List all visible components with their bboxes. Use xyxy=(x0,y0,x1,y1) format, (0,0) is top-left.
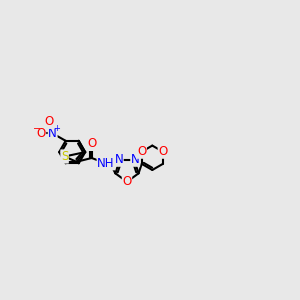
Text: O: O xyxy=(137,145,146,158)
Text: O: O xyxy=(36,127,46,140)
Text: O: O xyxy=(45,116,54,128)
Text: N: N xyxy=(48,127,57,140)
Text: N: N xyxy=(131,153,140,166)
Text: NH: NH xyxy=(97,157,115,170)
Text: N: N xyxy=(114,153,123,166)
Text: O: O xyxy=(158,145,167,158)
Text: −: − xyxy=(33,124,41,134)
Text: O: O xyxy=(122,175,132,188)
Text: +: + xyxy=(53,124,60,133)
Text: O: O xyxy=(87,137,96,150)
Text: S: S xyxy=(61,150,68,163)
